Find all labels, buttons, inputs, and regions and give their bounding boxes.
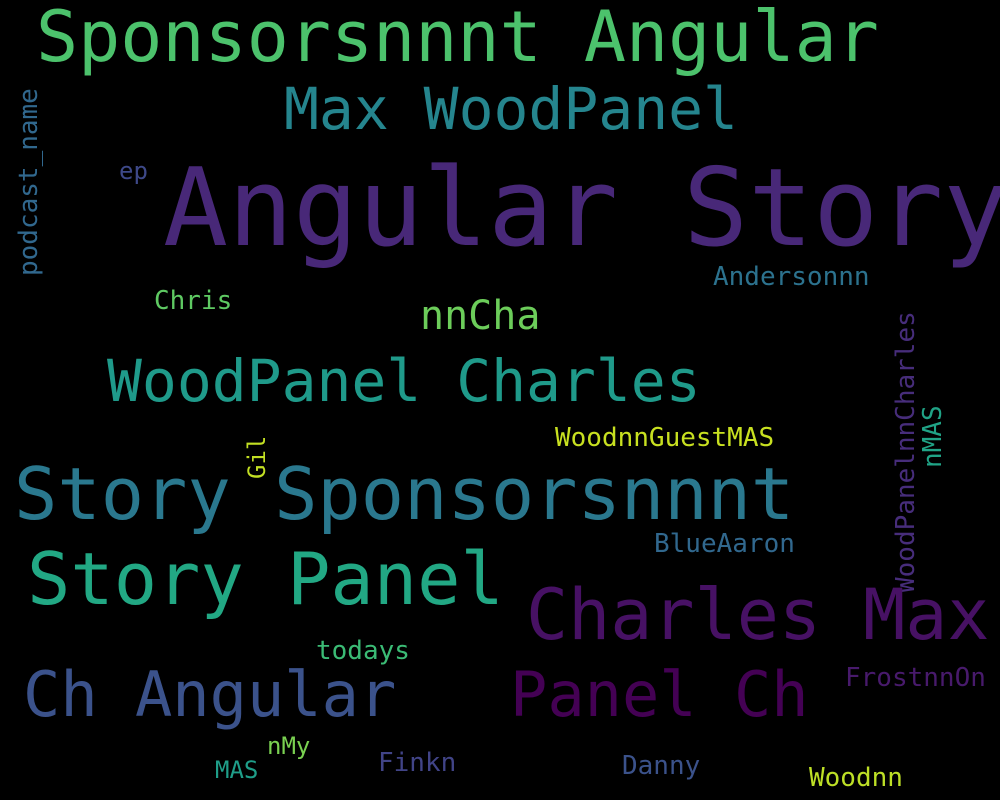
word-frostnnon: FrostnnOn [845,663,986,693]
word-charles-max: Charles Max [526,574,990,656]
word-ep: ep [119,157,148,185]
word-finkn: Finkn [378,748,457,778]
word-sponsorsnnnt-angular: Sponsorsnnnt Angular [36,0,879,78]
word-panel-ch: Panel Ch [510,658,809,731]
word-woodnn: Woodnn [809,763,903,793]
word-ch-angular: Ch Angular [23,658,397,731]
word-chris: Chris [154,286,233,316]
word-blueaaron: BlueAaron [654,529,795,559]
word-todays: todays [316,636,410,666]
word-podcast-name: podcast_name [14,88,44,276]
word-andersonnn: Andersonnn [713,262,870,292]
word-nmy: nMy [267,732,311,760]
word-mas: MAS [215,756,259,784]
word-story-sponsorsnnnt: Story Sponsorsnnnt [14,452,795,536]
word-woodpanel-charles: WoodPanel Charles [107,347,701,415]
word-nncha: nnCha [420,293,541,339]
word-woodnnguestmas: WoodnnGuestMAS [555,423,775,453]
word-danny: Danny [622,751,701,781]
word-story-panel: Story Panel [27,537,504,621]
word-nmas: nMAS [918,405,948,468]
word-angular-story: Angular Story [163,146,1000,271]
word-max-woodpanel: Max WoodPanel [284,75,738,143]
word-woodpanelnncharles: WoodPanelnnCharles [891,311,921,593]
